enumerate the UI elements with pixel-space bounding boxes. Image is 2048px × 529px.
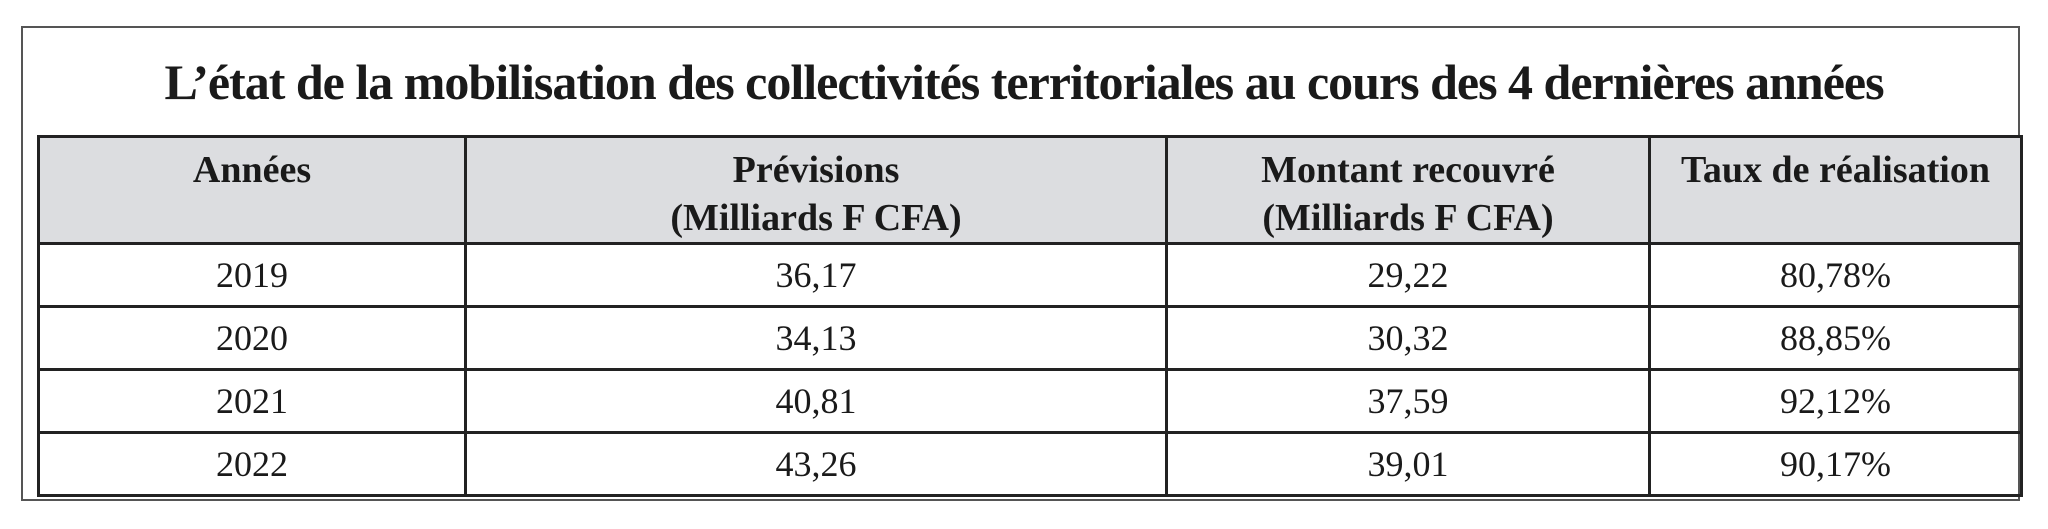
header-cell: Prévisions (Milliards F CFA): [464, 135, 1168, 245]
title: L’état de la mobilisation des collectivi…: [164, 54, 1884, 110]
table-cell: 39,01: [1165, 431, 1651, 497]
header-cell: Taux de réalisation: [1648, 135, 2023, 245]
data-table: Années Prévisions (Milliards F CFA) Montant…: [37, 135, 2023, 497]
table-row: 2019 36,17 29,22 80,78%: [37, 242, 2023, 308]
table-row: 2020 34,13 30,32 88,85%: [37, 305, 2023, 371]
table-cell: 43,26: [464, 431, 1168, 497]
table-cell: 2020: [37, 305, 467, 371]
header-cell: Années: [37, 135, 467, 245]
header-line: (Milliards F CFA): [1262, 197, 1554, 239]
table-cell: 40,81: [464, 368, 1168, 434]
table-cell: 2022: [37, 431, 467, 497]
header-line: Années: [192, 149, 312, 191]
table-row: 2022 43,26 39,01 90,17%: [37, 431, 2023, 497]
header-line: (Milliards F CFA): [670, 197, 962, 239]
table-cell: 80,78%: [1648, 242, 2023, 308]
header-line: Taux de réalisation: [1681, 149, 1990, 191]
table-row: 2021 40,81 37,59 92,12%: [37, 368, 2023, 434]
table-cell: 88,85%: [1648, 305, 2023, 371]
table-cell: 34,13: [464, 305, 1168, 371]
table-cell: 2019: [37, 242, 467, 308]
header-line: Montant recouvré: [1261, 149, 1555, 191]
table-cell: 90,17%: [1648, 431, 2023, 497]
header-row: Années Prévisions (Milliards F CFA) Montant…: [37, 135, 2023, 245]
table-body: 2019 36,17 29,22 80,78% 2020 34,13 30,32 88,85%…: [37, 242, 2023, 497]
table-cell: 37,59: [1165, 368, 1651, 434]
table-cell: 92,12%: [1648, 368, 2023, 434]
table-cell: 29,22: [1165, 242, 1651, 308]
header-line: Prévisions: [732, 149, 900, 191]
table-cell: 30,32: [1165, 305, 1651, 371]
table-cell: 2021: [37, 368, 467, 434]
table-cell: 36,17: [464, 242, 1168, 308]
header-cell: Montant recouvré (Milliards F CFA): [1165, 135, 1651, 245]
